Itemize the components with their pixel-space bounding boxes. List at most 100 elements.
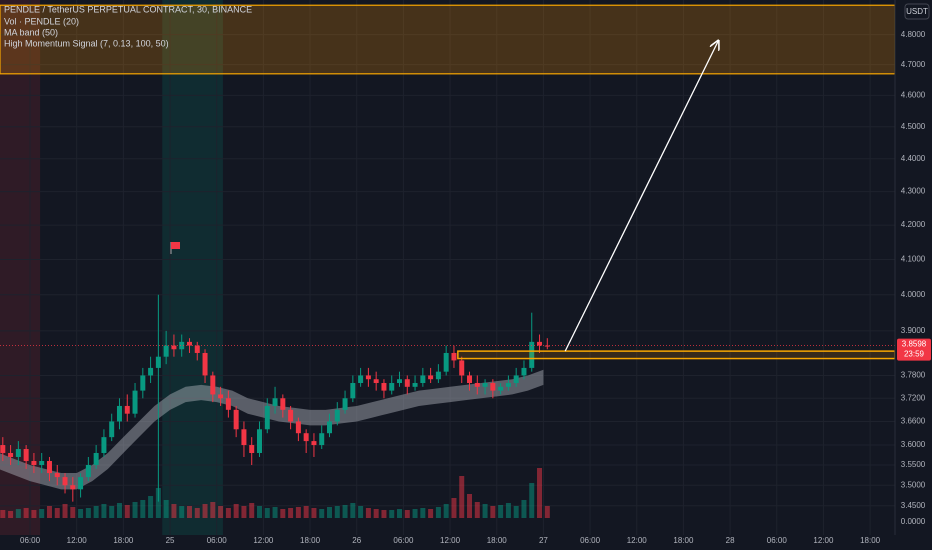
volume-bar (132, 502, 138, 518)
y-tick-label: 3.5500 (901, 460, 926, 469)
candle-body (124, 405, 130, 414)
y-tick-label: 4.7000 (901, 60, 926, 69)
x-tick-label: 27 (539, 536, 548, 545)
candle-body (218, 394, 224, 399)
volume-bar (358, 506, 364, 518)
volume-bar (78, 509, 84, 518)
ma-band (0, 369, 544, 490)
x-tick-label: 12:00 (813, 536, 834, 545)
x-tick-label: 06:00 (207, 536, 228, 545)
volume-bar (373, 509, 379, 518)
y-tick-label: 4.3000 (901, 187, 926, 196)
candle-body (62, 477, 68, 486)
volume-bar (23, 508, 29, 518)
volume-bar (218, 506, 224, 518)
volume-bar (163, 500, 169, 518)
candle-body (412, 383, 418, 387)
x-tick-label: 25 (166, 536, 175, 545)
candle-body (280, 398, 286, 410)
volume-bar (505, 503, 511, 518)
y-tick-label: 3.6600 (901, 417, 926, 426)
volume-bar (62, 504, 68, 518)
candle-body (389, 383, 395, 391)
y-tick-label: 3.9000 (901, 326, 926, 335)
flag (170, 242, 180, 254)
volume-bar (381, 510, 387, 518)
candle-body (381, 383, 387, 391)
y-tick-label: 3.7800 (901, 371, 926, 380)
candle-body (233, 409, 239, 430)
x-tick-label: 18:00 (487, 536, 508, 545)
candle-body (397, 379, 403, 384)
candle-body (498, 386, 504, 391)
volume-bar (46, 506, 52, 518)
candle-body (46, 460, 52, 474)
candle-body (288, 409, 294, 422)
candle-body (249, 445, 255, 453)
indicator-label: High Momentum Signal (7, 0.13, 100, 50) (4, 38, 169, 48)
volume-bar (435, 507, 441, 518)
candle-body (15, 449, 21, 457)
candle-body (334, 409, 340, 422)
candle-body (109, 421, 115, 438)
x-tick-label: 18:00 (113, 536, 134, 545)
candle-body (85, 464, 91, 478)
volume-bar (490, 506, 496, 518)
volume-bar (140, 500, 146, 518)
candle-body (272, 398, 278, 406)
candle-body (101, 437, 107, 453)
candle-body (0, 445, 6, 453)
y-tick-label: 4.8000 (901, 30, 926, 39)
y-tick-label: 4.5000 (901, 122, 926, 131)
x-tick-label: 12:00 (67, 536, 88, 545)
candle-body (155, 356, 161, 368)
volume-bar (264, 508, 270, 518)
volume-bar (54, 508, 60, 518)
x-tick-label: 18:00 (300, 536, 321, 545)
x-tick-label: 18:00 (860, 536, 881, 545)
currency-label[interactable]: USDT (906, 7, 928, 16)
volume-bar (70, 507, 76, 518)
countdown-label: 23:59 (904, 350, 925, 359)
candle-body (186, 341, 192, 346)
volume-bar (334, 506, 340, 518)
candle-body (474, 383, 480, 387)
volume-bar (498, 505, 504, 518)
legend: PENDLE / TetherUS PERPETUAL CONTRACT, 30… (4, 4, 252, 48)
volume-bar (85, 508, 91, 518)
candle-body (358, 375, 364, 384)
volume-bar (249, 503, 255, 518)
candle-body (428, 375, 434, 380)
target-zone (0, 4, 895, 75)
volume-bar (124, 505, 130, 518)
volume-bar (8, 511, 14, 518)
candle-body (303, 433, 309, 442)
currency-button[interactable] (904, 3, 930, 20)
y-tick-label: 3.7200 (901, 393, 926, 402)
support-zone (457, 350, 895, 360)
volume-bar (397, 509, 403, 518)
x-tick-label: 06:00 (767, 536, 788, 545)
candle-body (490, 383, 496, 391)
volume-bar (459, 476, 465, 518)
volume-bar (412, 509, 418, 518)
candle-body (537, 341, 543, 346)
candle-body (443, 352, 449, 372)
x-tick-label: 06:00 (20, 536, 41, 545)
candle-body (459, 360, 465, 376)
candle-body (39, 460, 45, 465)
price-label: 3.8598 (902, 340, 927, 349)
volume-bar (31, 510, 37, 518)
y-tick-label: 3.4500 (901, 501, 926, 510)
volume-bar (186, 506, 192, 518)
volume-bar (15, 509, 21, 518)
x-tick-label: 06:00 (580, 536, 601, 545)
candle-body (529, 341, 535, 368)
volume-bar (155, 488, 161, 518)
volume-bar (171, 504, 177, 518)
volume-bar (280, 509, 286, 518)
candle-body (295, 421, 301, 434)
candle-body (140, 375, 146, 391)
volume-bar (451, 498, 457, 518)
y-tick-label: 4.2000 (901, 220, 926, 229)
